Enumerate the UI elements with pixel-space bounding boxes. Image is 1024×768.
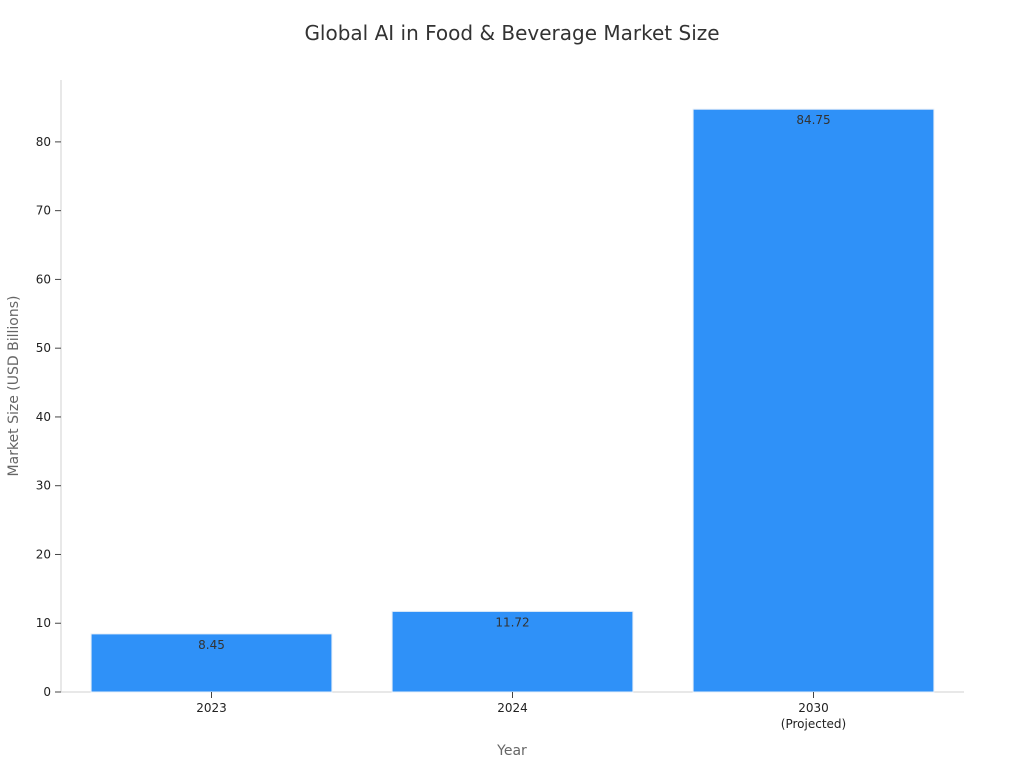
x-tick-label: 2030 (Projected) — [781, 701, 846, 731]
x-axis-label: Year — [496, 743, 527, 759]
bar — [692, 108, 935, 693]
y-tick-label: 50 — [36, 341, 51, 355]
bar-value-label: 8.45 — [198, 638, 225, 652]
x-tick-label-line: (Projected) — [781, 717, 846, 731]
y-tick-label: 40 — [36, 410, 51, 424]
y-tick-label: 10 — [36, 616, 51, 630]
x-tick-label-line: 2030 — [798, 701, 829, 715]
y-axis-label: Market Size (USD Billions) — [6, 296, 22, 477]
y-tick-label: 70 — [36, 204, 51, 218]
plot-area: 010203040506070808.45202311.72202484.752… — [36, 80, 964, 731]
chart-title: Global AI in Food & Beverage Market Size — [304, 21, 719, 45]
y-tick-label: 30 — [36, 479, 51, 493]
bar-value-label: 11.72 — [495, 615, 529, 629]
y-tick-label: 80 — [36, 135, 51, 149]
y-tick-label: 0 — [43, 685, 51, 699]
y-tick-label: 20 — [36, 547, 51, 561]
x-tick-label: 2024 — [497, 701, 528, 715]
y-tick-label: 60 — [36, 272, 51, 286]
bar-value-label: 84.75 — [796, 113, 830, 127]
x-tick-label-line: 2024 — [497, 701, 528, 715]
bar — [90, 633, 333, 693]
x-tick-label-line: 2023 — [196, 701, 227, 715]
bar — [391, 610, 634, 693]
x-tick-label: 2023 — [196, 701, 227, 715]
